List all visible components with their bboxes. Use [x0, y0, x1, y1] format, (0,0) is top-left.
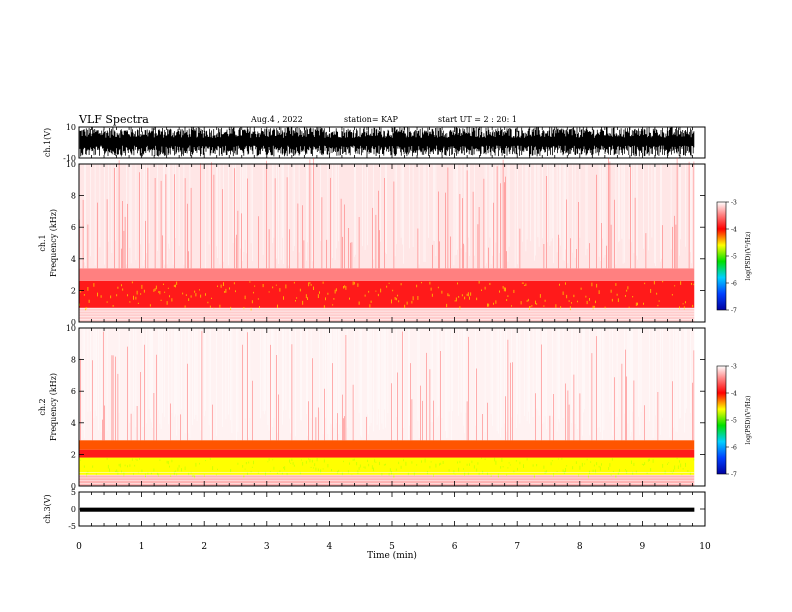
colorbar-tick-label: -4 [731, 227, 737, 234]
y-tick-label: 0 [71, 505, 76, 514]
colorbar-tick-label: -4 [731, 391, 737, 398]
y-tick-label: 4 [71, 419, 76, 428]
y-tick-label: 10 [66, 123, 76, 132]
spectrogram-streaks [80, 331, 695, 441]
y-axis-label: ch.3(V) [43, 494, 52, 523]
x-tick-label: 0 [76, 542, 82, 552]
panel-frame [78, 327, 706, 487]
spectrogram-band [79, 328, 695, 441]
colorbar-tick-label: -6 [731, 281, 737, 288]
y-tick-label: 2 [71, 286, 76, 295]
no-data-area [694, 164, 705, 322]
y-tick-label: 8 [71, 356, 76, 365]
spectrogram-band [79, 457, 695, 475]
y-tick-label: 2 [71, 450, 76, 459]
spectrogram-band [79, 268, 695, 281]
figure-title: VLF Spectra [79, 113, 149, 126]
start-time-label: start UT = 2 : 20: 1 [438, 115, 517, 124]
y-tick-label: -5 [68, 522, 76, 531]
y-tick-label: 10 [66, 324, 76, 333]
panel-frame [78, 163, 706, 323]
spectrogram-speckle [80, 457, 695, 479]
x-tick-label: 1 [139, 542, 145, 552]
spectrogram-band [79, 474, 695, 486]
colorbar-label: log(PSD)(V²/Hz) [745, 232, 752, 281]
y-tick-label: 5 [71, 488, 76, 497]
x-tick-label: 5 [389, 542, 395, 552]
x-tick-label: 8 [577, 542, 583, 552]
y-axis-label: ch.2 [38, 398, 47, 415]
ch3-waveform-trace [80, 507, 695, 512]
y-tick-label: 6 [71, 223, 76, 232]
y-tick-label: 4 [71, 255, 76, 264]
no-data-area [694, 328, 705, 486]
x-tick-label: 7 [514, 542, 520, 552]
y-axis-label: Frequency (kHz) [49, 209, 58, 277]
colorbar [716, 201, 727, 311]
x-tick-label: 9 [640, 542, 646, 552]
x-tick-label: 3 [264, 542, 270, 552]
panel-frame [78, 126, 706, 159]
y-axis-label: ch.1(V) [43, 128, 52, 157]
y-tick-label: 6 [71, 387, 76, 396]
ch1-waveform-trace [79, 127, 695, 157]
colorbar-tick-label: -3 [731, 364, 737, 371]
y-tick-label: 0 [71, 482, 76, 491]
colorbar [716, 365, 727, 475]
colorbar-tick-label: -5 [731, 254, 737, 261]
y-tick-label: 8 [71, 192, 76, 201]
colorbar-tick-label: -7 [731, 308, 737, 315]
x-axis-label: Time (min) [367, 550, 417, 561]
x-tick-label: 2 [201, 542, 207, 552]
y-axis-label: Frequency (kHz) [49, 373, 58, 441]
date-label: Aug.4 , 2022 [251, 115, 303, 124]
spectrogram-band [79, 440, 695, 450]
colorbar-tick-label: -6 [731, 445, 737, 452]
spectrogram-streaks [83, 164, 692, 269]
colorbar-tick-label: -7 [731, 472, 737, 479]
x-tick-label: 6 [452, 542, 458, 552]
spectrogram-band [79, 449, 695, 458]
colorbar-tick-label: -5 [731, 418, 737, 425]
y-tick-label: 10 [66, 160, 76, 169]
y-tick-label: 0 [71, 318, 76, 327]
x-tick-label: 10 [699, 542, 711, 552]
colorbar-label: log(PSD)(V²/Hz) [745, 396, 752, 445]
y-tick-label: -10 [63, 154, 76, 163]
station-label: station= KAP [344, 115, 398, 124]
colorbar-tick-label: -3 [731, 200, 737, 207]
x-tick-label: 4 [327, 542, 333, 552]
panel-frame [78, 491, 706, 527]
y-axis-label: ch.1 [38, 234, 47, 251]
spectrogram-band [79, 280, 695, 308]
